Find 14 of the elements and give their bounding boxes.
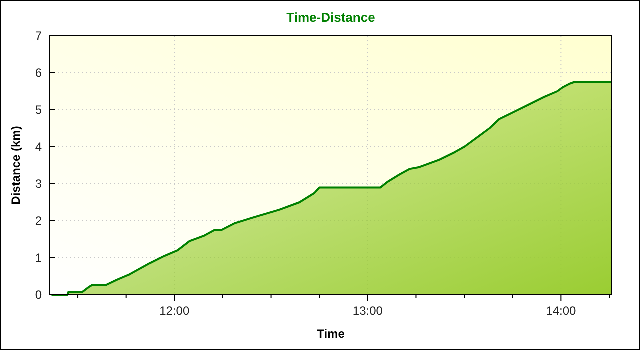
y-tick-label: 6 [35,66,42,80]
x-tick-label: 13:00 [352,304,384,318]
y-tick-label: 1 [35,251,42,265]
x-tick-label: 14:00 [546,304,577,318]
y-tick-label: 2 [35,214,42,228]
y-tick-label: 7 [35,29,42,43]
y-tick-label: 3 [35,177,42,191]
x-axis-title: Time [317,327,346,341]
y-tick-label: 4 [35,140,42,154]
y-tick-label: 5 [35,103,42,117]
y-tick-label: 0 [35,288,42,302]
y-axis-title: Distance (km) [9,126,23,205]
chart-title: Time-Distance [286,10,376,25]
x-tick-label: 12:00 [160,304,190,318]
